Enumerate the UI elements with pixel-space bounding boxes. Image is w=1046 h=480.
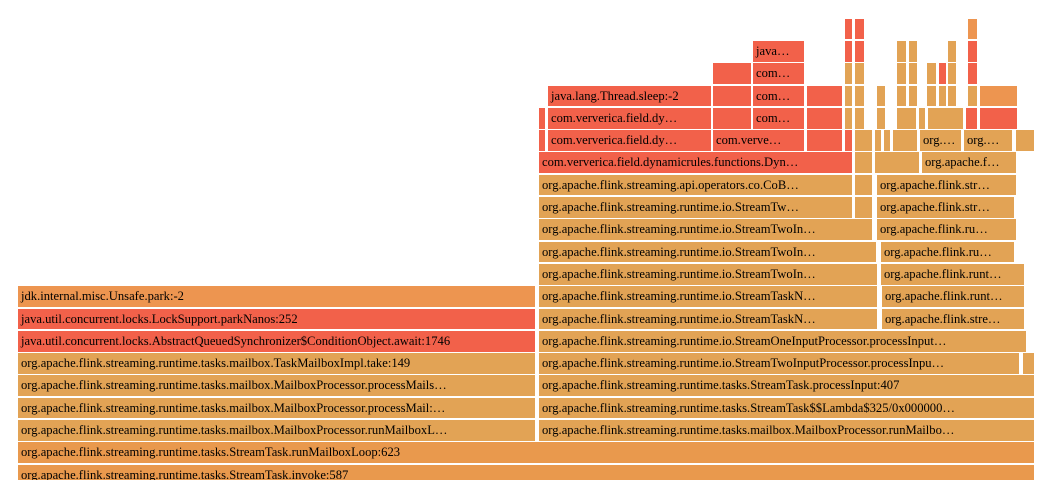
flame-frame-unlabeled[interactable] [938, 85, 946, 107]
flame-frame-unlabeled[interactable] [948, 40, 956, 62]
flame-frame[interactable]: org.… [964, 130, 1012, 151]
flame-frame-unlabeled[interactable] [897, 40, 906, 62]
flame-frame[interactable]: com… [753, 63, 804, 84]
flame-frame-unlabeled[interactable] [968, 63, 977, 84]
flame-frame-unlabeled[interactable] [855, 197, 872, 218]
flame-frame-unlabeled[interactable] [845, 130, 852, 151]
flame-frame[interactable]: org.apache.flink.streaming.runtime.io.St… [539, 197, 852, 218]
flame-frame[interactable]: java.util.concurrent.locks.AbstractQueue… [18, 330, 535, 352]
flame-frame[interactable]: org.apache.flink.runt… [882, 286, 1024, 307]
flame-frame[interactable]: org.apache.flink.stre… [882, 308, 1024, 330]
flame-frame-unlabeled[interactable] [897, 107, 916, 129]
flame-frame[interactable]: com… [753, 107, 804, 129]
flame-frame-unlabeled[interactable] [855, 174, 872, 196]
flame-frame[interactable]: org.apache.flink.streaming.runtime.tasks… [18, 353, 535, 374]
flame-frame[interactable]: java.util.concurrent.locks.LockSupport.p… [18, 308, 535, 330]
flame-frame[interactable]: org.apache.flink.streaming.runtime.io.St… [539, 353, 1019, 374]
flame-frame-unlabeled[interactable] [855, 63, 864, 84]
flame-frame[interactable]: com.ververica.field.dy… [548, 130, 711, 151]
flame-frame[interactable]: org.apache.flink.streaming.runtime.tasks… [18, 397, 535, 419]
flame-frame-unlabeled[interactable] [845, 63, 852, 84]
flame-frame[interactable]: org.apache.flink.streaming.runtime.tasks… [18, 420, 535, 441]
flame-frame-unlabeled[interactable] [884, 130, 890, 151]
flame-frame[interactable]: org.apache.flink.streaming.runtime.io.St… [539, 308, 877, 330]
flame-frame[interactable]: org.apache.flink.streaming.runtime.io.St… [539, 330, 1026, 352]
flame-frame-unlabeled[interactable] [908, 63, 917, 84]
flame-frame[interactable]: org.apache.flink.streaming.runtime.tasks… [18, 375, 535, 397]
flame-frame-unlabeled[interactable] [968, 18, 977, 40]
flame-frame-unlabeled[interactable] [966, 107, 977, 129]
flame-frame[interactable]: org.apache.flink.streaming.runtime.io.St… [539, 241, 876, 263]
flame-frame[interactable]: com.ververica.field.dynamicrules.functio… [539, 152, 852, 174]
flame-frame-unlabeled[interactable] [845, 85, 852, 107]
flame-frame-unlabeled[interactable] [806, 130, 842, 151]
flame-frame-unlabeled[interactable] [948, 63, 956, 84]
flame-frame[interactable]: java.lang.Thread.sleep:-2 [548, 85, 711, 107]
flame-frame[interactable]: com.ververica.field.dy… [548, 107, 711, 129]
flame-frame[interactable]: org.apache.flink.streaming.runtime.tasks… [539, 375, 1034, 397]
flame-frame-unlabeled[interactable] [875, 152, 919, 174]
flame-frame-unlabeled[interactable] [908, 40, 917, 62]
flame-frame[interactable]: com.verve… [713, 130, 804, 151]
flame-frame[interactable]: org.apache.flink.runt… [881, 263, 1024, 285]
flame-frame[interactable]: com… [753, 85, 804, 107]
flame-frame-unlabeled[interactable] [806, 107, 842, 129]
flame-frame[interactable]: org.apache.flink.streaming.runtime.tasks… [18, 464, 1034, 480]
flame-frame-unlabeled[interactable] [897, 85, 906, 107]
flame-frame[interactable]: org.apache.flink.streaming.runtime.io.St… [539, 286, 877, 307]
flame-frame-unlabeled[interactable] [980, 85, 1017, 107]
flame-frame[interactable]: org.apache.flink.streaming.api.operators… [539, 174, 852, 196]
flame-frame-unlabeled[interactable] [713, 63, 751, 84]
flame-frame-unlabeled[interactable] [919, 107, 925, 129]
flame-frame-unlabeled[interactable] [927, 85, 936, 107]
flame-frame-unlabeled[interactable] [893, 130, 917, 151]
flame-frame[interactable]: org.apache.flink.streaming.runtime.tasks… [539, 397, 1034, 419]
flame-frame[interactable]: java… [753, 40, 804, 62]
flame-frame-unlabeled[interactable] [938, 63, 946, 84]
flame-frame-unlabeled[interactable] [713, 107, 751, 129]
flame-frame-unlabeled[interactable] [927, 63, 936, 84]
flame-frame-unlabeled[interactable] [875, 130, 881, 151]
flame-frame-unlabeled[interactable] [855, 40, 864, 62]
flame-frame[interactable]: jdk.internal.misc.Unsafe.park:-2 [18, 286, 535, 307]
flame-frame-unlabeled[interactable] [855, 18, 864, 40]
flame-frame[interactable]: org.apache.f… [922, 152, 1016, 174]
flame-frame-unlabeled[interactable] [713, 85, 751, 107]
flame-frame[interactable]: org.apache.flink.streaming.runtime.tasks… [539, 420, 1034, 441]
flame-frame-unlabeled[interactable] [968, 85, 977, 107]
flame-frame-unlabeled[interactable] [539, 107, 545, 129]
flame-frame-unlabeled[interactable] [855, 152, 872, 174]
flame-frame[interactable]: org.apache.flink.str… [877, 197, 1014, 218]
flame-frame[interactable]: org.apache.flink.ru… [877, 219, 1016, 241]
flame-frame-unlabeled[interactable] [908, 85, 917, 107]
flame-frame-unlabeled[interactable] [539, 130, 545, 151]
flame-frame[interactable]: org.… [920, 130, 961, 151]
flame-frame-unlabeled[interactable] [877, 85, 885, 107]
flame-frame[interactable]: org.apache.flink.streaming.runtime.io.St… [539, 263, 877, 285]
flame-frame-unlabeled[interactable] [845, 18, 852, 40]
flame-frame-unlabeled[interactable] [855, 130, 872, 151]
flame-frame-unlabeled[interactable] [980, 107, 1017, 129]
flame-frame[interactable]: org.apache.flink.streaming.runtime.io.St… [539, 219, 872, 241]
flame-frame-unlabeled[interactable] [845, 40, 852, 62]
flame-frame-unlabeled[interactable] [855, 107, 864, 129]
flame-frame-unlabeled[interactable] [806, 85, 842, 107]
flame-frame[interactable]: org.apache.flink.ru… [881, 241, 1014, 263]
flame-frame[interactable]: org.apache.flink.streaming.runtime.tasks… [18, 442, 1034, 464]
flame-frame-unlabeled[interactable] [1015, 130, 1034, 151]
flame-frame-unlabeled[interactable] [897, 63, 906, 84]
flame-frame-unlabeled[interactable] [968, 40, 977, 62]
flame-frame-unlabeled[interactable] [928, 107, 963, 129]
flame-frame-unlabeled[interactable] [855, 85, 864, 107]
flame-frame-unlabeled[interactable] [877, 107, 885, 129]
flame-frame[interactable]: org.apache.flink.str… [877, 174, 1016, 196]
flame-frame-unlabeled[interactable] [845, 107, 852, 129]
flame-frame-unlabeled[interactable] [948, 85, 956, 107]
flame-frame-unlabeled[interactable] [1023, 353, 1034, 374]
